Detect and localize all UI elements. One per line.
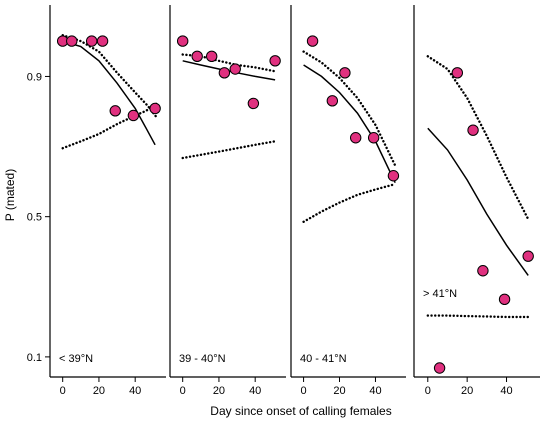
- data-point: [229, 63, 241, 75]
- data-point: [326, 95, 339, 107]
- data-point: [498, 293, 511, 306]
- data-point: [451, 67, 464, 79]
- x-tick-label: 0: [301, 385, 307, 397]
- data-point: [149, 102, 161, 115]
- data-point: [306, 35, 319, 47]
- y-tick-label: 0.5: [27, 212, 42, 224]
- x-tick-label: 20: [213, 385, 225, 397]
- data-point: [109, 105, 121, 117]
- panel-1: 0 20 40 < 39°N: [49, 5, 166, 397]
- panel-label: 39 - 40°N: [179, 353, 226, 365]
- y-tick-label: 0.1: [27, 352, 42, 364]
- panel-label: 40 - 41°N: [300, 353, 347, 365]
- data-point: [339, 67, 351, 79]
- fit-line: [303, 64, 396, 184]
- data-point: [522, 250, 534, 262]
- data-point: [96, 35, 109, 47]
- data-point: [477, 265, 489, 277]
- x-tick-label: 0: [425, 385, 431, 397]
- x-tick-label: 20: [333, 385, 345, 397]
- y-tick-label: 0.9: [27, 71, 42, 83]
- data-point: [191, 50, 203, 63]
- y-axis-label: P (mated): [3, 169, 17, 221]
- data-point: [85, 35, 98, 47]
- data-point: [218, 67, 231, 79]
- x-tick-label: 20: [93, 385, 105, 397]
- ci-upper-line: [302, 50, 397, 167]
- data-point: [269, 55, 281, 67]
- fit-line: [62, 40, 156, 146]
- ci-lower-line: [181, 140, 277, 160]
- panel-label: < 39°N: [59, 353, 93, 365]
- panel-label: > 41°N: [423, 288, 457, 300]
- x-tick-label: 40: [249, 385, 261, 397]
- x-tick-label: 40: [129, 385, 141, 397]
- data-point: [127, 109, 140, 122]
- data-point: [205, 50, 218, 63]
- data-point: [367, 132, 380, 144]
- panel-4: 0 20 40 > 41°N: [413, 5, 540, 397]
- y-axis-ticks: 0.9 0.5 0.1: [27, 71, 50, 364]
- data-point: [66, 35, 78, 47]
- x-tick-label: 20: [461, 385, 473, 397]
- x-tick-label: 40: [369, 385, 381, 397]
- x-tick-label: 40: [500, 385, 512, 397]
- ci-lower-line: [61, 102, 159, 150]
- data-point: [433, 362, 446, 374]
- data-point: [467, 124, 479, 136]
- x-axis-label: Day since onset of calling females: [210, 404, 391, 418]
- x-tick-label: 0: [60, 385, 66, 397]
- ci-lower-line: [426, 314, 530, 319]
- ci-lower-line: [302, 182, 397, 223]
- ci-upper-line: [61, 34, 159, 119]
- data-point: [247, 97, 260, 110]
- data-point: [387, 170, 400, 182]
- ci-upper-line: [426, 55, 530, 221]
- data-point: [176, 35, 189, 47]
- panel-2: 0 20 40 39 - 40°N: [169, 5, 286, 397]
- x-tick-label: 0: [180, 385, 186, 397]
- panel-3: 0 20 40 40 - 41°N: [290, 5, 406, 397]
- data-point: [349, 132, 362, 144]
- fit-line: [427, 127, 529, 276]
